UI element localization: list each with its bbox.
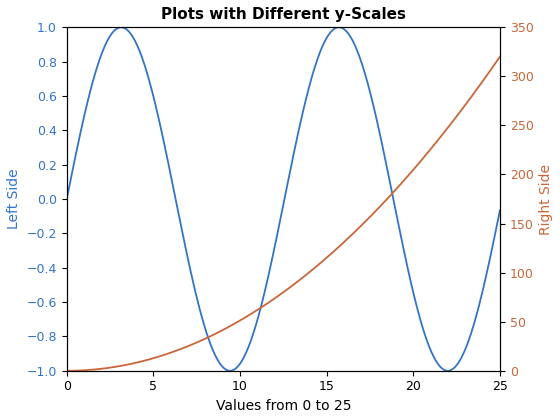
Y-axis label: Right Side: Right Side (539, 163, 553, 234)
X-axis label: Values from 0 to 25: Values from 0 to 25 (216, 399, 351, 413)
Title: Plots with Different y-Scales: Plots with Different y-Scales (161, 7, 406, 22)
Y-axis label: Left Side: Left Side (7, 169, 21, 229)
